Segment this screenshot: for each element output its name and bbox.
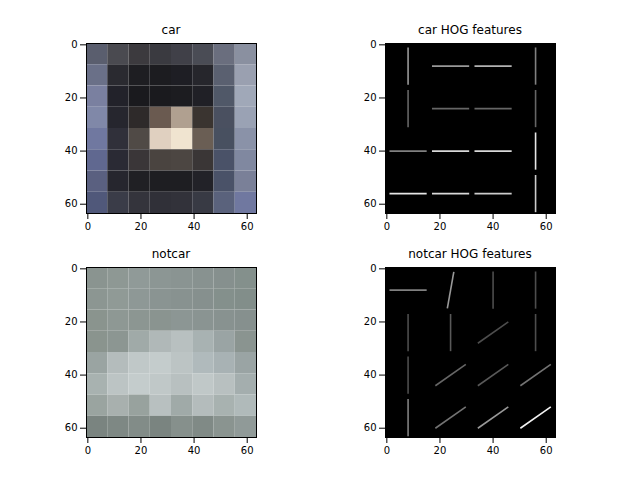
svg-text:40: 40 (364, 145, 377, 156)
svg-text:60: 60 (65, 422, 78, 433)
svg-text:60: 60 (540, 221, 553, 232)
svg-text:40: 40 (188, 221, 201, 232)
svg-text:20: 20 (65, 92, 78, 103)
svg-text:20: 20 (364, 92, 377, 103)
svg-text:20: 20 (135, 445, 148, 456)
svg-text:40: 40 (65, 369, 78, 380)
svg-text:0: 0 (384, 221, 390, 232)
svg-text:0: 0 (85, 445, 91, 456)
svg-text:40: 40 (487, 445, 500, 456)
svg-text:60: 60 (65, 198, 78, 209)
html-text:car HOG features: car HOG features (418, 23, 522, 37)
svg-text:60: 60 (364, 422, 377, 433)
svg-text:40: 40 (65, 145, 78, 156)
svg-text:20: 20 (364, 316, 377, 327)
svg-text:0: 0 (71, 39, 77, 50)
svg-text:0: 0 (85, 221, 91, 232)
svg-text:0: 0 (384, 445, 390, 456)
svg-text:20: 20 (65, 316, 78, 327)
svg-text:0: 0 (370, 39, 376, 50)
svg-text:40: 40 (487, 221, 500, 232)
svg-text:20: 20 (135, 221, 148, 232)
svg-text:40: 40 (364, 369, 377, 380)
svg-text:60: 60 (364, 198, 377, 209)
svg-text:60: 60 (540, 445, 553, 456)
svg-text:0: 0 (71, 263, 77, 274)
html-text:notcar HOG features: notcar HOG features (408, 247, 532, 261)
html-text:car: car (161, 23, 181, 37)
svg-text:40: 40 (188, 445, 201, 456)
html-text:notcar: notcar (151, 247, 191, 261)
svg-text:20: 20 (434, 445, 447, 456)
svg-text:0: 0 (370, 263, 376, 274)
svg-text:60: 60 (241, 221, 254, 232)
svg-text:60: 60 (241, 445, 254, 456)
svg-text:20: 20 (434, 221, 447, 232)
